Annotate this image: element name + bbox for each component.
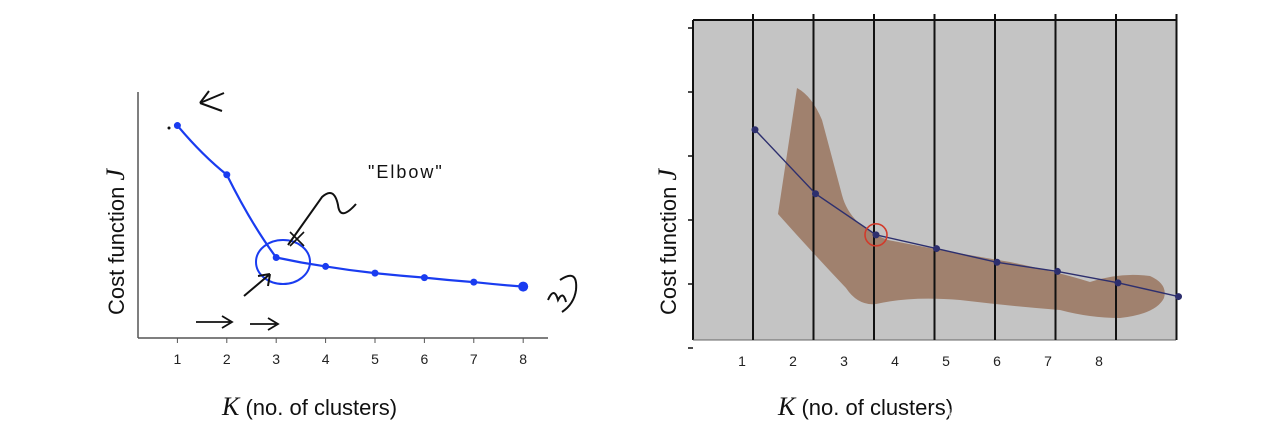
right-chart: 1 2 3 4 5 6 7 8 Cost function J K (no. of clust… [653,14,1182,421]
right-series-line [754,129,1179,298]
left-x-tick-label: 1 [173,351,181,367]
elbow-annotation: "Elbow" [368,162,444,182]
right-x-tick-label: 6 [993,353,1001,369]
left-x-tick-label: 7 [470,351,478,367]
right-x-tick-label: 5 [942,353,950,369]
axis-arrows [196,315,280,331]
left-x-tick-label: 4 [322,351,330,367]
right-data-point [1175,293,1182,301]
left-x-tick-label: 5 [371,351,379,367]
left-data-point [518,281,529,292]
elbow-circle [255,239,311,285]
left-data-point [371,269,379,277]
left-data-point [470,278,478,286]
right-data-point [812,190,819,198]
elbow-squiggle [287,191,357,246]
left-data-point [322,262,330,270]
top-arrow [199,90,225,112]
left-data-point [173,122,181,130]
right-x-axis-label: K (no. of clusters) [777,392,953,421]
lower-arrow [243,273,271,297]
right-data-point [933,245,940,253]
left-x-tick-label: 8 [519,351,527,367]
right-x-tick-label: 7 [1044,353,1052,369]
right-data-point [1054,267,1061,275]
right-x-tick-label: 3 [840,353,848,369]
right-x-tick-label: 1 [738,353,746,369]
left-x-tick-label: 2 [223,351,231,367]
left-chart: 1 2 3 4 5 6 7 8 "Elbow" Cost function J K (no. … [101,90,578,421]
elbow-pointer-mark [289,231,305,247]
left-data-point [223,171,231,179]
right-data-point [993,258,1001,266]
right-y-axis-label: Cost function J [653,167,682,315]
left-data-point [272,253,280,261]
left-x-axis-label: K (no. of clusters) [221,392,397,421]
end-squiggle [547,274,578,313]
left-y-axis-label: Cost function J [101,167,130,315]
right-data-point [872,231,880,239]
right-data-point [751,126,759,134]
left-series-line [176,124,524,288]
right-data-point [1114,279,1122,287]
elbow-highlight-circle [864,223,888,247]
left-data-point [420,274,428,282]
dot-mark [167,126,171,130]
left-x-tick-label: 6 [420,351,428,367]
right-x-tick-label: 4 [891,353,899,369]
watermark: https://blog.csdn.net/feichong621 [948,407,1168,424]
right-x-tick-label: 2 [789,353,797,369]
left-x-tick-label: 3 [272,351,280,367]
right-x-tick-label: 8 [1095,353,1103,369]
